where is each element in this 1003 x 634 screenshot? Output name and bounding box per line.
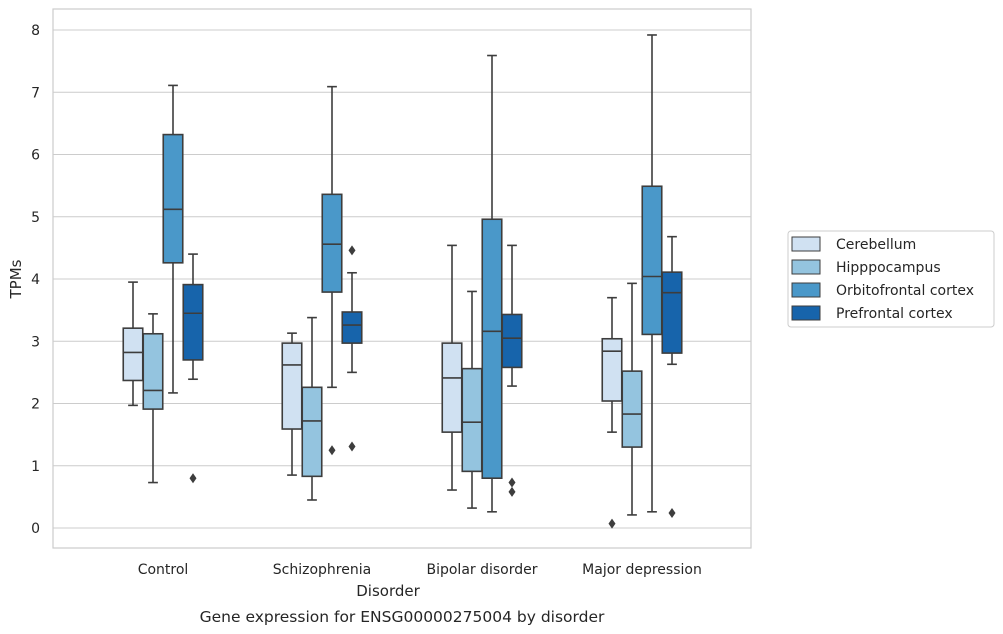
outlier-point: [189, 473, 197, 484]
box-2-4: [621, 282, 643, 516]
y-tick-label: 6: [31, 148, 40, 164]
legend-item: Cerebellum: [791, 236, 916, 253]
y-tick-label: 5: [31, 210, 40, 226]
box-3-4: [641, 34, 663, 513]
box-body: [621, 370, 643, 448]
y-tick-label: 1: [31, 459, 40, 475]
legend-swatch: [791, 305, 821, 321]
outlier-point: [328, 445, 336, 456]
outlier-point: [508, 486, 516, 497]
y-tick-label: 0: [31, 521, 40, 537]
legend-label: Orbitofrontal cortex: [836, 283, 974, 299]
x-axis-ticks: Control Schizophrenia Bipolar disorder Majo…: [138, 562, 702, 578]
box-body: [461, 367, 483, 473]
box-3-2: [321, 85, 343, 456]
y-tick-label: 4: [31, 272, 40, 288]
box-3-3: [481, 54, 503, 513]
legend-item: Hipppocampus: [791, 259, 941, 276]
legend-swatch: [791, 282, 821, 298]
box-4-3: [501, 244, 523, 497]
y-tick-label: 3: [31, 334, 40, 350]
outlier-point: [608, 518, 616, 529]
box-plots: [122, 34, 683, 529]
box-body: [601, 337, 623, 402]
legend-item: Prefrontal cortex: [791, 305, 953, 322]
box-1-3: [441, 244, 463, 491]
legend: Cerebellum Hipppocampus Orbitofrontal cort…: [787, 230, 995, 328]
y-tick-label: 8: [31, 23, 40, 39]
y-axis-title: TPMs: [7, 259, 25, 299]
plot-frame: [52, 8, 752, 549]
box-body: [162, 133, 184, 264]
legend-label: Cerebellum: [836, 237, 916, 253]
box-1-1: [122, 281, 144, 407]
box-body: [321, 193, 343, 293]
box-body: [142, 332, 164, 410]
outlier-point: [668, 508, 676, 519]
legend-label: Prefrontal cortex: [836, 306, 953, 322]
box-body: [341, 311, 363, 344]
box-3-1: [162, 84, 184, 394]
x-tick-label: Control: [138, 562, 189, 578]
box-4-1: [182, 253, 204, 484]
legend-item: Orbitofrontal cortex: [791, 282, 974, 299]
y-tick-label: 7: [31, 85, 40, 101]
box-1-2: [281, 332, 303, 476]
outlier-point: [508, 477, 516, 488]
x-tick-label: Bipolar disorder: [426, 562, 537, 578]
box-body: [182, 283, 204, 361]
box-4-4: [661, 235, 683, 519]
legend-swatch: [791, 236, 821, 252]
box-body: [281, 342, 303, 430]
legend-frame: [787, 230, 995, 328]
box-2-1: [142, 313, 164, 484]
box-body: [441, 342, 463, 433]
outlier-point: [348, 245, 356, 256]
legend-swatch: [791, 259, 821, 275]
y-tick-label: 2: [31, 397, 40, 413]
figure-caption: Gene expression for ENSG00000275004 by d…: [200, 608, 605, 626]
legend-label: Hipppocampus: [836, 260, 941, 276]
box-body: [481, 218, 503, 479]
box-body: [501, 313, 523, 369]
box-2-2: [301, 316, 323, 501]
x-tick-label: Schizophrenia: [273, 562, 371, 578]
x-axis-title: Disorder: [356, 582, 420, 600]
box-body: [641, 185, 663, 336]
box-1-4: [601, 296, 623, 529]
box-body: [122, 327, 144, 382]
x-tick-label: Major depression: [582, 562, 702, 578]
box-body: [301, 386, 323, 478]
outlier-point: [348, 441, 356, 452]
y-axis-ticks: 0 1 2 3 4 5 6 7 8: [31, 23, 40, 537]
box-body: [661, 271, 683, 354]
box-4-2: [341, 245, 363, 452]
box-2-3: [461, 290, 483, 509]
